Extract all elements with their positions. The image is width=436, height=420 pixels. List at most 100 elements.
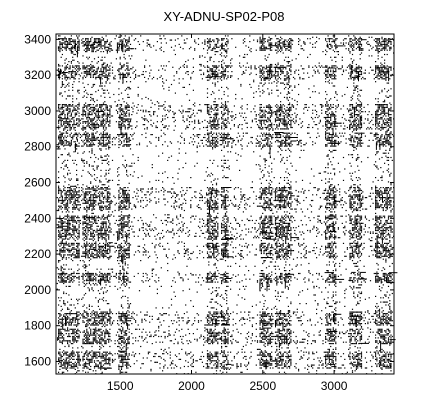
- data-point: [172, 280, 174, 282]
- data-point: [70, 255, 72, 257]
- data-point: [86, 340, 88, 342]
- data-point: [118, 189, 120, 192]
- data-point: [74, 159, 76, 161]
- data-point: [93, 174, 96, 176]
- data-point: [68, 317, 70, 319]
- data-point: [76, 178, 78, 180]
- data-point: [64, 277, 66, 279]
- data-point: [70, 333, 72, 335]
- data-point: [104, 96, 106, 98]
- data-point: [150, 221, 152, 223]
- data-point: [120, 251, 123, 253]
- data-point: [122, 164, 124, 166]
- data-point: [173, 191, 175, 193]
- data-point: [90, 45, 92, 47]
- data-point: [87, 171, 89, 173]
- data-point: [68, 141, 70, 143]
- data-point: [90, 96, 92, 98]
- data-point: [70, 76, 72, 78]
- data-point: [122, 254, 124, 256]
- data-point: [69, 335, 71, 338]
- data-point: [72, 51, 74, 53]
- data-point: [96, 225, 98, 227]
- data-point: [142, 254, 144, 256]
- data-point: [105, 66, 107, 68]
- data-point: [69, 65, 71, 67]
- data-point: [117, 112, 119, 114]
- data-point: [118, 174, 120, 176]
- data-point: [123, 221, 125, 223]
- data-point: [141, 331, 143, 333]
- data-point: [77, 357, 79, 359]
- data-point: [59, 108, 61, 110]
- data-point: [163, 350, 165, 352]
- data-point: [122, 65, 124, 67]
- data-point: [87, 353, 89, 355]
- data-point: [96, 313, 98, 315]
- data-point: [86, 211, 88, 213]
- data-point: [68, 321, 70, 323]
- data-point: [147, 191, 149, 193]
- data-point: [133, 39, 135, 41]
- data-point: [59, 138, 61, 140]
- data-point: [160, 46, 162, 48]
- data-point: [96, 167, 98, 169]
- data-point: [123, 145, 125, 147]
- data-point: [82, 265, 84, 267]
- data-point: [69, 367, 71, 369]
- data-point: [86, 251, 88, 253]
- data-point: [92, 240, 94, 242]
- data-point: [91, 134, 93, 136]
- data-point: [69, 274, 71, 276]
- data-point: [91, 345, 93, 348]
- data-point: [120, 365, 123, 368]
- data-point: [70, 105, 72, 107]
- data-point: [122, 315, 124, 317]
- data-point: [99, 257, 101, 259]
- data-point: [91, 355, 93, 358]
- data-point: [101, 318, 103, 320]
- data-point: [72, 76, 74, 78]
- data-point: [67, 199, 69, 202]
- data-point: [58, 351, 60, 353]
- data-point: [162, 119, 164, 121]
- data-point: [76, 365, 78, 368]
- data-point: [58, 275, 60, 277]
- data-point: [164, 219, 166, 222]
- data-point: [58, 224, 60, 226]
- data-point: [126, 81, 128, 83]
- data-point: [97, 300, 99, 302]
- data-point: [68, 111, 70, 113]
- data-point: [65, 46, 67, 48]
- data-point: [78, 235, 80, 237]
- data-point: [118, 334, 120, 336]
- data-point: [73, 271, 75, 273]
- data-point: [67, 63, 69, 66]
- data-point: [95, 340, 97, 342]
- data-point: [105, 207, 107, 209]
- data-point: [172, 66, 174, 68]
- data-point: [60, 274, 62, 276]
- data-point: [60, 167, 62, 169]
- data-point: [59, 51, 61, 53]
- data-point: [162, 85, 164, 87]
- data-point: [74, 188, 76, 190]
- data-point: [69, 321, 71, 323]
- data-point: [95, 139, 97, 141]
- data-point: [90, 39, 92, 41]
- data-point: [173, 254, 175, 256]
- data-point: [131, 106, 133, 108]
- data-point: [67, 317, 69, 319]
- data-point: [123, 112, 125, 114]
- data-point: [106, 242, 108, 244]
- data-point: [101, 75, 103, 77]
- data-point: [174, 125, 176, 127]
- data-point: [63, 217, 65, 219]
- data-point: [85, 102, 87, 104]
- data-point: [65, 353, 67, 355]
- data-point: [70, 189, 72, 192]
- data-point: [86, 245, 88, 247]
- data-point: [76, 221, 78, 223]
- data-point: [72, 41, 74, 43]
